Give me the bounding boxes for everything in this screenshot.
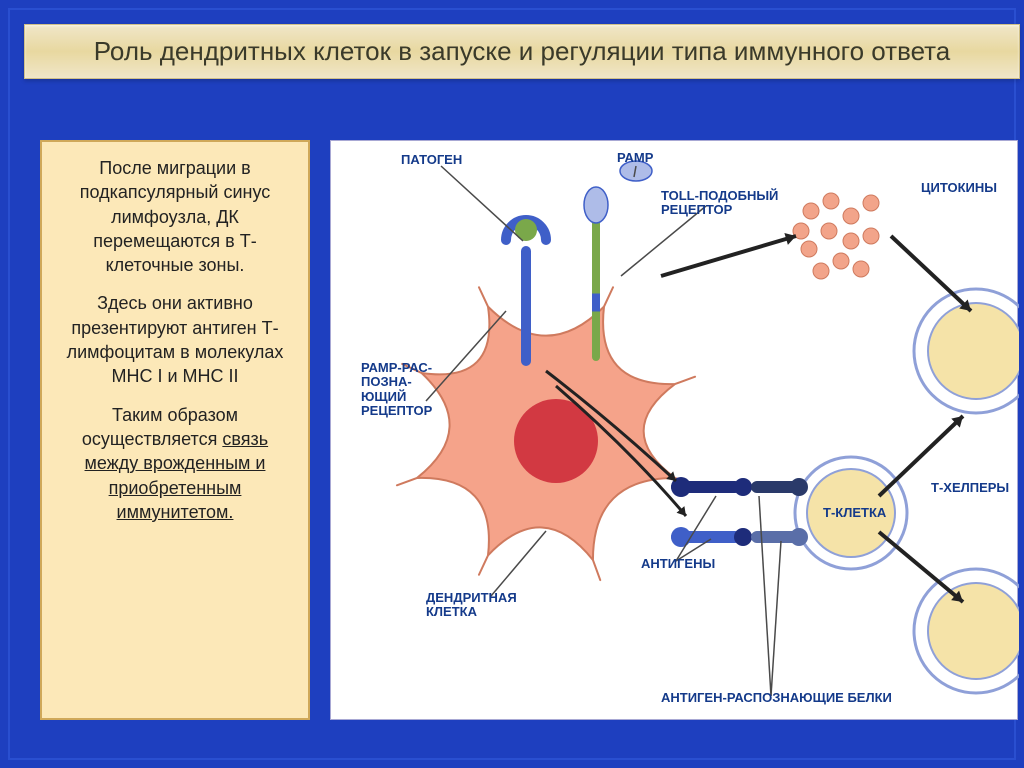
label-t-helpers: Т-ХЕЛПЕРЫ <box>931 481 1009 495</box>
title-bar: Роль дендритных клеток в запуске и регул… <box>24 24 1020 79</box>
slide-title: Роль дендритных клеток в запуске и регул… <box>45 35 999 68</box>
label-pamp: РАМР <box>617 151 653 165</box>
label-pamp-receptor: РАМР-РАС- ПОЗНА- ЮЩИЙ РЕЦЕПТОР <box>361 361 441 418</box>
diagram-panel: ПАТОГЕН РАМР ТОLL-ПОДОБНЫЙ РЕЦЕПТОР ЦИТО… <box>330 140 1018 720</box>
slide-frame: Роль дендритных клеток в запуске и регул… <box>8 8 1016 760</box>
paragraph-3: Таким образом осуществляется связь между… <box>54 403 296 524</box>
label-toll-receptor: ТОLL-ПОДОБНЫЙ РЕЦЕПТОР <box>661 189 791 218</box>
label-antigen-proteins: АНТИГЕН-РАСПОЗНАЮЩИЕ БЕЛКИ <box>661 691 892 705</box>
label-antigens: АНТИГЕНЫ <box>641 557 715 571</box>
label-pathogen: ПАТОГЕН <box>401 153 462 167</box>
diagram-svg <box>331 141 1019 721</box>
label-dendritic-cell: ДЕНДРИТНАЯ КЛЕТКА <box>426 591 517 620</box>
label-t-cell: Т-КЛЕТКА <box>823 506 886 520</box>
paragraph-1: После миграции в подкапсулярный синус ли… <box>54 156 296 277</box>
paragraph-2: Здесь они активно презентируют антиген Т… <box>54 291 296 388</box>
text-panel: После миграции в подкапсулярный синус ли… <box>40 140 310 720</box>
label-cytokines: ЦИТОКИНЫ <box>921 181 997 195</box>
